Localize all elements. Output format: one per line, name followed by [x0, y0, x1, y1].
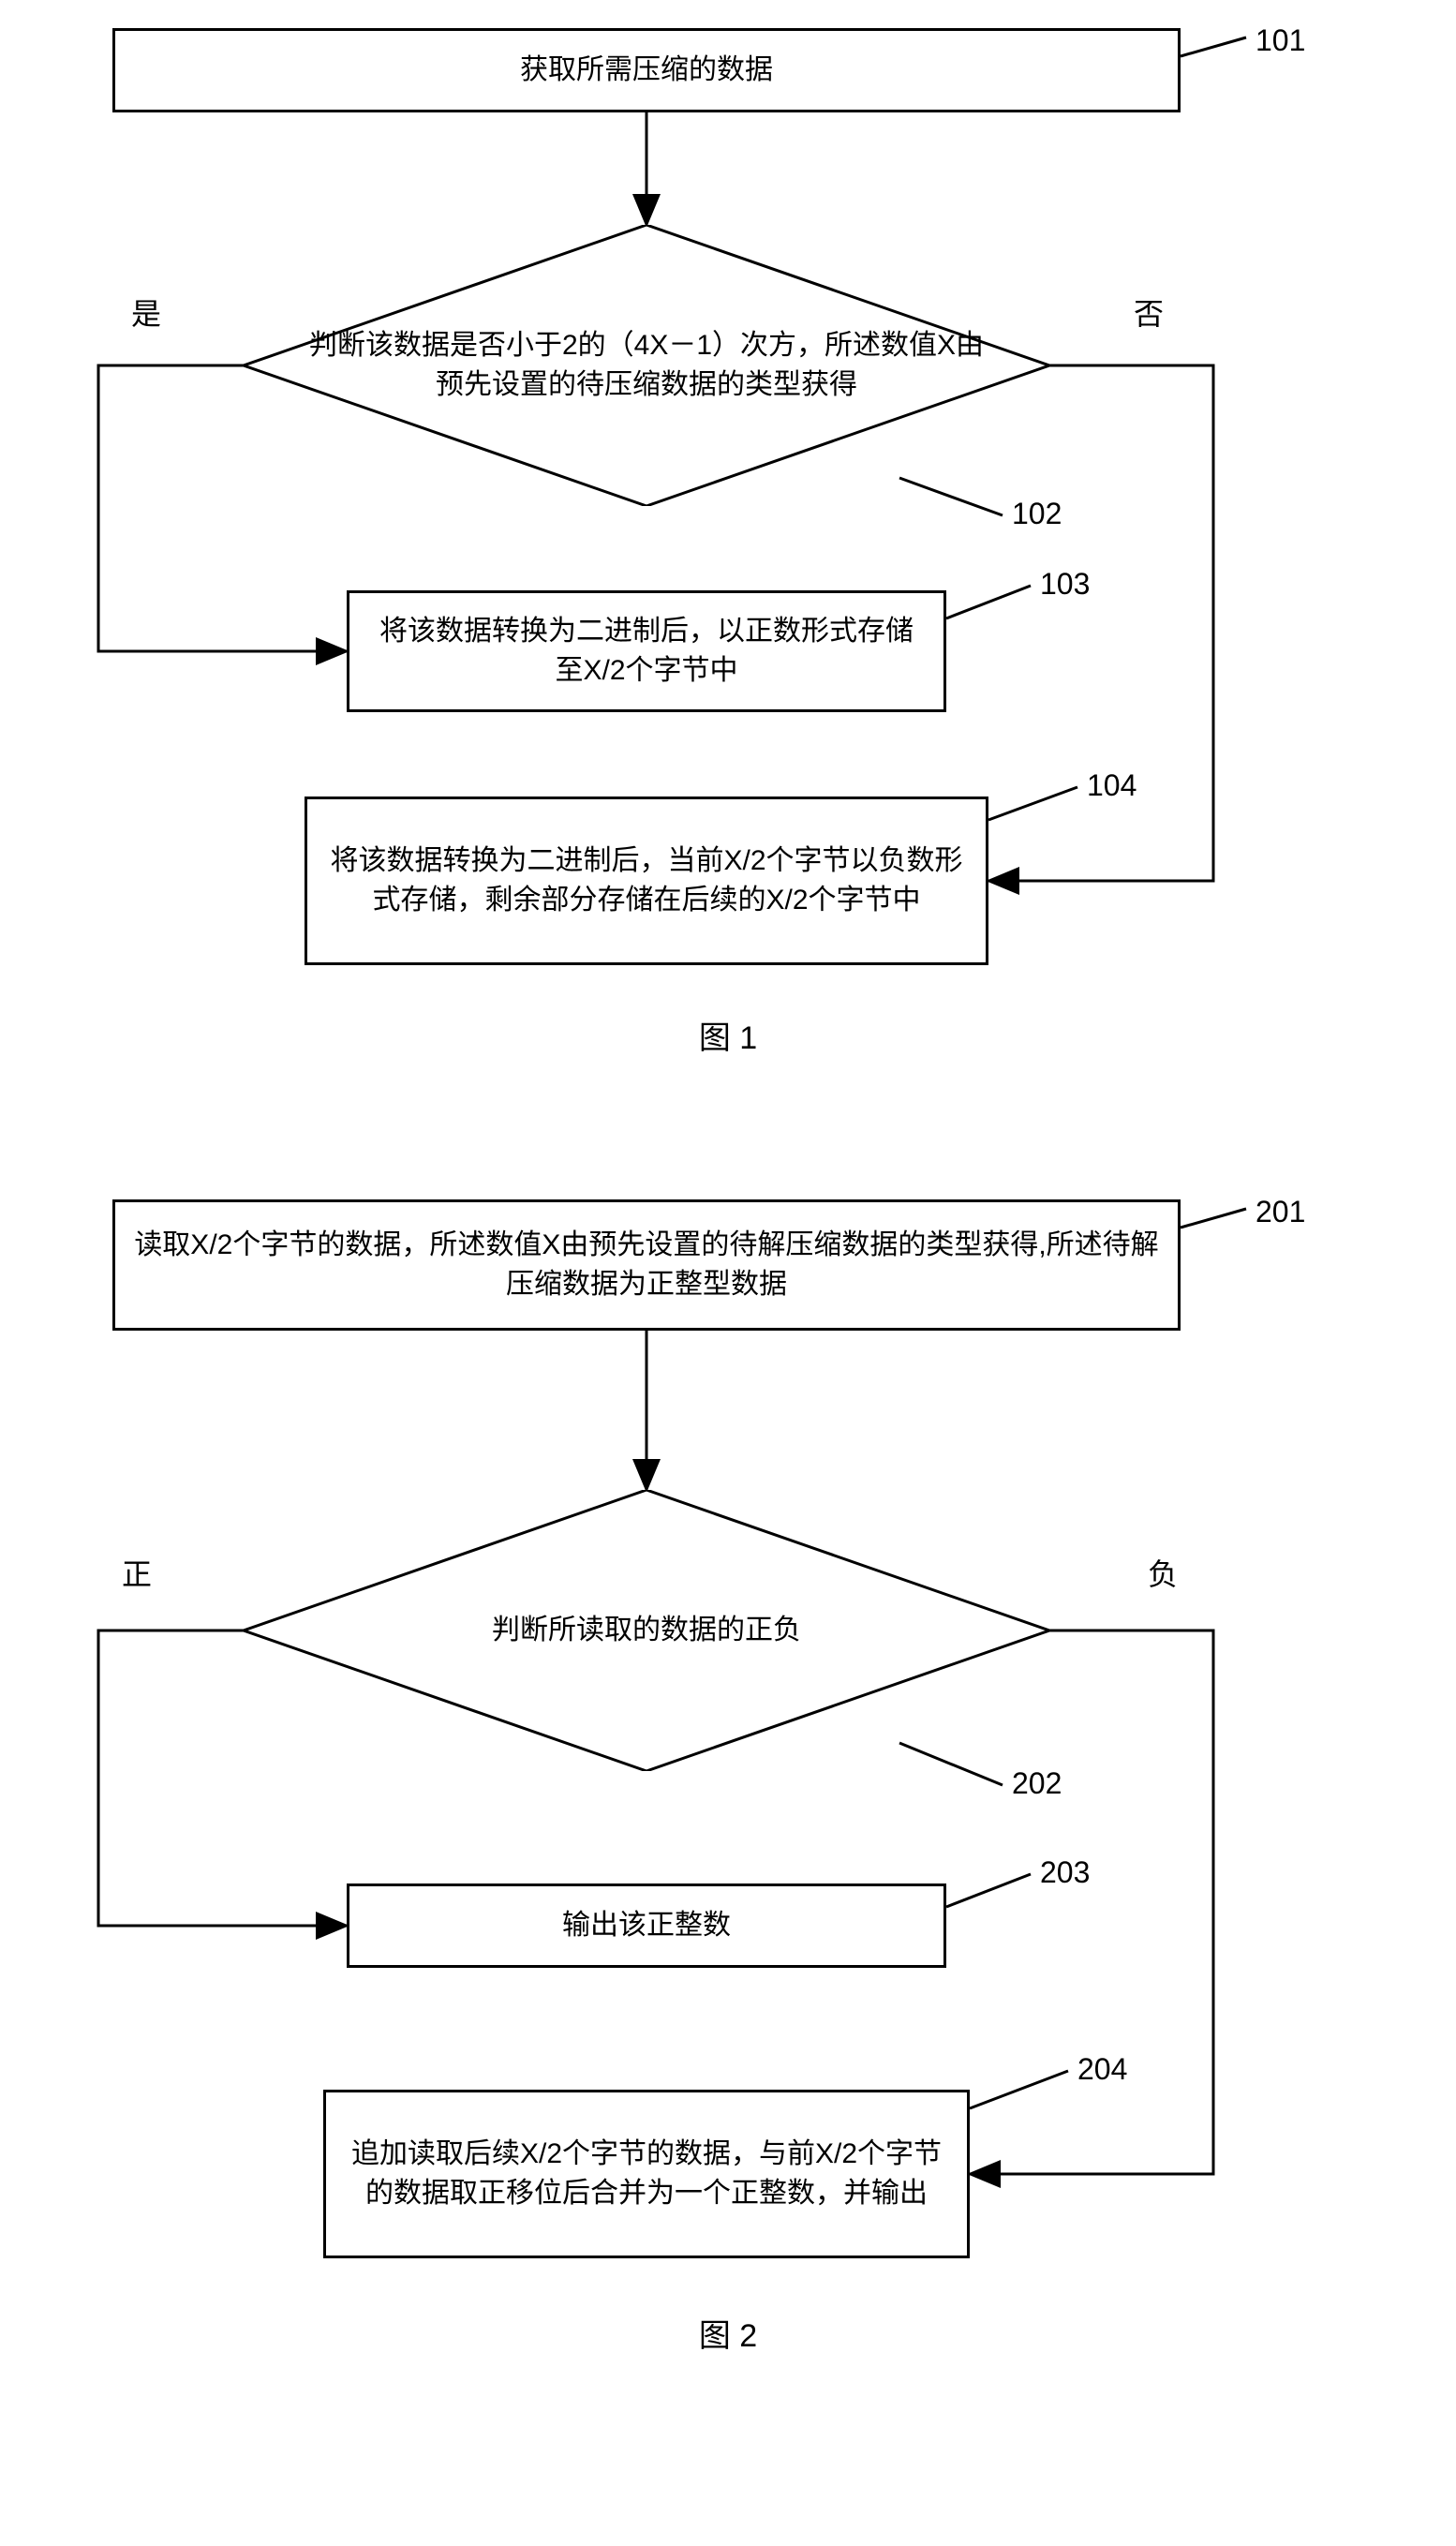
leader-line — [970, 2071, 1068, 2108]
ref-number: 103 — [1040, 567, 1090, 602]
process-box: 将该数据转换为二进制后，以正数形式存储至X/2个字节中 — [347, 590, 946, 712]
branch-label: 是 — [131, 290, 161, 334]
figure-caption: 图 2 — [0, 2310, 1456, 2356]
process-box: 读取X/2个字节的数据，所述数值X由预先设置的待解压缩数据的类型获得,所述待解压… — [112, 1199, 1181, 1331]
branch-label: 负 — [1148, 1551, 1178, 1594]
figure-caption: 图 1 — [0, 1012, 1456, 1058]
leader-line — [946, 586, 1031, 618]
ref-number: 201 — [1255, 1195, 1305, 1229]
ref-number: 104 — [1087, 768, 1137, 803]
process-box: 将该数据转换为二进制后，当前X/2个字节以负数形式存储，剩余部分存储在后续的X/… — [305, 797, 988, 965]
process-box: 获取所需压缩的数据 — [112, 28, 1181, 112]
decision-diamond: 判断所读取的数据的正负 — [244, 1490, 1049, 1771]
ref-number: 101 — [1255, 23, 1305, 58]
branch-label: 正 — [122, 1551, 152, 1594]
leader-line — [1181, 1209, 1246, 1228]
branch-label: 否 — [1134, 290, 1164, 334]
process-box: 输出该正整数 — [347, 1883, 946, 1968]
leader-line — [946, 1874, 1031, 1907]
process-box: 追加读取后续X/2个字节的数据，与前X/2个字节的数据取正移位后合并为一个正整数… — [323, 2090, 970, 2258]
decision-diamond: 判断该数据是否小于2的（4X－1）次方，所述数值X由预先设置的待压缩数据的类型获… — [244, 225, 1049, 506]
ref-number: 204 — [1077, 2052, 1127, 2087]
decision-text: 判断该数据是否小于2的（4X－1）次方，所述数值X由预先设置的待压缩数据的类型获… — [244, 225, 1049, 506]
decision-text: 判断所读取的数据的正负 — [244, 1490, 1049, 1771]
ref-number: 203 — [1040, 1855, 1090, 1890]
leader-line — [1181, 37, 1246, 56]
ref-number: 202 — [1012, 1766, 1062, 1801]
leader-line — [988, 787, 1077, 820]
